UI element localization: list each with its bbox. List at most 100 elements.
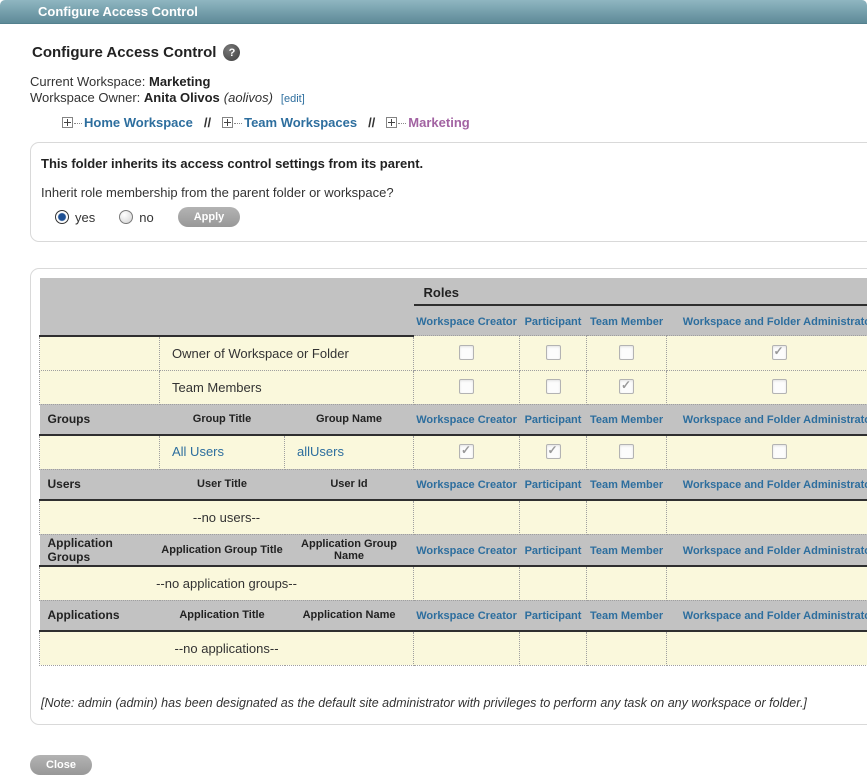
breadcrumb-item-team-workspaces[interactable]: Team Workspaces: [222, 115, 357, 130]
role-header-cell: Team Member: [586, 534, 667, 567]
radio-yes-label: yes: [75, 209, 96, 225]
admin-note: [Note: admin (admin) has been designated…: [41, 695, 807, 710]
role-check-cell: [519, 434, 588, 470]
groups-name-link[interactable]: allUsers: [297, 444, 344, 459]
role-checkbox: [771, 379, 787, 395]
column-header-group-name: Group Name: [284, 404, 414, 436]
workspace-owner-id: (aolivos): [223, 90, 273, 105]
section-header-groups: Groups: [39, 404, 160, 436]
window-titlebar: Configure Access Control: [0, 0, 867, 24]
access-control-table-panel: Roles Workspace Creator Participant Team Me…: [30, 268, 867, 725]
role-column-link-team-member[interactable]: Team Member: [589, 544, 664, 557]
breadcrumb-item-home-workspace[interactable]: Home Workspace: [62, 115, 193, 130]
role-column-link-workspace-and-folder-administrator[interactable]: Workspace and Folder Administrator: [682, 544, 867, 557]
column-header-user-title: User Title: [159, 469, 285, 501]
role-header-cell: Participant: [519, 534, 587, 567]
role-check-cell: [413, 335, 521, 371]
role-header-cell: Team Member: [586, 600, 667, 632]
breadcrumb-label: Home Workspace: [84, 115, 193, 130]
role-checkbox: [771, 444, 787, 460]
breadcrumb-separator: //: [368, 115, 376, 130]
tree-expand-icon[interactable]: [386, 117, 398, 128]
role-column-link-participant[interactable]: Participant: [524, 315, 582, 328]
role-column-link-workspace-creator[interactable]: Workspace Creator: [416, 315, 517, 328]
role-column-link-participant[interactable]: Participant: [524, 610, 582, 622]
empty-list-message: --no applications--: [38, 630, 415, 666]
page-content: Configure Access Control ? Current Works…: [0, 44, 867, 775]
radio-no-icon[interactable]: [119, 210, 134, 224]
breadcrumb: Home Workspace // Team Workspaces // Marketi…: [62, 115, 867, 130]
role-checkbox: [459, 379, 475, 395]
role-column-link-participant[interactable]: Participant: [524, 479, 582, 491]
roles-header: Roles: [413, 278, 867, 306]
breadcrumb-label: Marketing: [408, 115, 470, 130]
inherit-option-no[interactable]: no: [119, 210, 154, 225]
role-column-link-participant[interactable]: Participant: [524, 414, 582, 426]
inherit-question: Inherit role membership from the parent …: [41, 185, 394, 200]
role-header-cell: Workspace and Folder Administrator: [666, 305, 867, 336]
role-column-link-team-member[interactable]: Team Member: [589, 315, 664, 328]
window-title: Configure Access Control: [38, 4, 198, 19]
role-check-cell: [413, 434, 521, 470]
tree-dots: [234, 123, 243, 124]
section-header-application-groups: Application Groups: [39, 534, 160, 567]
builtin-role-label: Team Members: [158, 369, 415, 405]
role-header-cell: Workspace Creator: [413, 404, 520, 436]
role-checkbox-checked: [771, 344, 787, 361]
role-check-cell: [519, 630, 588, 666]
edit-owner-link[interactable]: [edit]: [280, 93, 305, 105]
role-header-cell: Workspace Creator: [413, 305, 520, 336]
groups-title-link[interactable]: All Users: [172, 444, 225, 459]
breadcrumb-item-marketing[interactable]: Marketing: [386, 115, 470, 130]
empty-list-message: --no application groups--: [38, 565, 415, 601]
role-column-link-workspace-and-folder-administrator[interactable]: Workspace and Folder Administrator: [682, 479, 867, 491]
tree-expand-icon[interactable]: [222, 117, 234, 128]
role-check-cell: [413, 499, 521, 535]
entity-name-cell: allUsers: [283, 434, 415, 470]
role-checkbox-checked: [619, 378, 635, 395]
role-column-link-workspace-and-folder-administrator[interactable]: Workspace and Folder Administrator: [682, 315, 867, 328]
role-header-cell: Workspace Creator: [413, 600, 520, 632]
column-header-user-id: User Id: [284, 469, 414, 501]
role-check-cell: [586, 630, 668, 666]
role-header-cell: Participant: [519, 305, 587, 336]
role-column-link-team-member[interactable]: Team Member: [589, 610, 664, 622]
page-title: Configure Access Control: [32, 44, 217, 61]
role-checkbox: [619, 444, 635, 460]
role-column-link-participant[interactable]: Participant: [524, 544, 582, 557]
role-column-link-workspace-creator[interactable]: Workspace Creator: [416, 610, 517, 622]
role-column-link-workspace-and-folder-administrator[interactable]: Workspace and Folder Administrator: [682, 414, 867, 426]
role-check-cell: [666, 565, 867, 601]
tree-dots: [398, 123, 407, 124]
builtin-role-label: Owner of Workspace or Folder: [158, 335, 415, 371]
role-header-cell: Team Member: [586, 469, 667, 501]
role-check-cell: [519, 369, 588, 405]
close-button[interactable]: Close: [30, 754, 92, 775]
column-header-application-group-name: Application Group Name: [284, 534, 414, 567]
role-header-cell: Workspace and Folder Administrator: [666, 469, 867, 501]
inherit-settings-panel: This folder inherits its access control …: [30, 142, 867, 242]
role-column-link-workspace-creator[interactable]: Workspace Creator: [416, 414, 517, 426]
radio-yes-icon[interactable]: [55, 210, 69, 224]
tree-expand-icon[interactable]: [62, 117, 73, 128]
role-check-cell: [666, 369, 867, 405]
help-icon[interactable]: ?: [223, 44, 241, 61]
role-check-cell: [413, 369, 521, 405]
role-column-link-workspace-creator[interactable]: Workspace Creator: [416, 479, 517, 491]
role-column-link-workspace-creator[interactable]: Workspace Creator: [416, 544, 517, 557]
workspace-meta: Current Workspace: Marketing Workspace O…: [30, 74, 867, 107]
role-header-cell: Workspace and Folder Administrator: [666, 534, 867, 567]
role-column-link-team-member[interactable]: Team Member: [589, 479, 664, 491]
table-corner-cell: [39, 278, 414, 337]
role-header-cell: Participant: [519, 600, 587, 632]
role-check-cell: [519, 335, 588, 371]
empty-cell: [39, 335, 160, 371]
apply-button[interactable]: Apply: [177, 207, 241, 227]
role-check-cell: [586, 335, 668, 371]
role-checkbox: [545, 345, 561, 361]
role-column-link-team-member[interactable]: Team Member: [589, 414, 664, 426]
inherit-option-yes[interactable]: yes: [55, 210, 95, 225]
role-column-link-workspace-and-folder-administrator[interactable]: Workspace and Folder Administrator: [682, 610, 867, 622]
role-header-cell: Participant: [519, 469, 587, 501]
column-header-group-title: Group Title: [159, 404, 285, 436]
